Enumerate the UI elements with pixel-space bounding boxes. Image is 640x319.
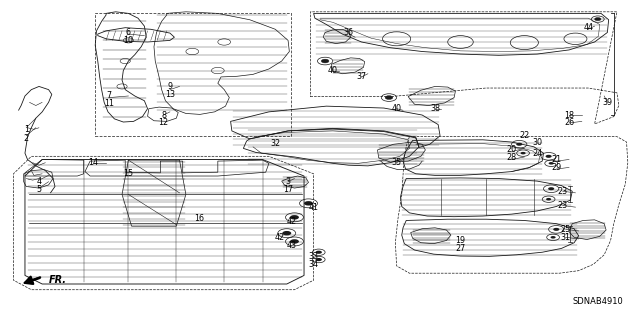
Text: 21: 21 xyxy=(551,155,561,164)
Text: 12: 12 xyxy=(159,118,168,128)
Circle shape xyxy=(546,198,551,200)
Text: 35: 35 xyxy=(392,158,402,167)
Text: 1: 1 xyxy=(24,125,29,134)
Text: 31: 31 xyxy=(561,233,571,242)
Text: 11: 11 xyxy=(104,100,115,108)
Text: 40: 40 xyxy=(392,104,402,113)
Text: 41: 41 xyxy=(308,203,319,211)
Circle shape xyxy=(595,18,601,21)
Circle shape xyxy=(545,155,552,158)
Circle shape xyxy=(548,162,554,165)
Text: 19: 19 xyxy=(456,236,465,245)
Text: 28: 28 xyxy=(506,153,516,162)
Text: 29: 29 xyxy=(551,163,561,172)
Circle shape xyxy=(290,215,299,219)
Text: 38: 38 xyxy=(430,104,440,113)
Circle shape xyxy=(304,201,313,205)
Text: 7: 7 xyxy=(107,92,112,100)
Circle shape xyxy=(385,96,393,100)
Text: 42: 42 xyxy=(275,233,285,242)
Text: SDNAB4910: SDNAB4910 xyxy=(573,297,623,306)
Circle shape xyxy=(550,236,556,239)
Text: 10: 10 xyxy=(124,36,133,45)
Text: 2: 2 xyxy=(24,134,29,143)
Circle shape xyxy=(548,187,554,190)
Text: 23: 23 xyxy=(557,201,568,210)
Text: 5: 5 xyxy=(36,185,42,194)
Text: 14: 14 xyxy=(88,158,99,167)
Text: 37: 37 xyxy=(356,72,367,81)
Circle shape xyxy=(321,59,329,63)
Text: 17: 17 xyxy=(283,185,293,194)
Text: 18: 18 xyxy=(564,111,574,120)
Text: 20: 20 xyxy=(506,145,516,154)
Circle shape xyxy=(553,228,559,231)
Text: 23: 23 xyxy=(557,187,568,196)
Text: 30: 30 xyxy=(532,137,542,146)
Text: 22: 22 xyxy=(519,131,529,140)
Text: 9: 9 xyxy=(168,82,173,91)
Text: 3: 3 xyxy=(285,177,291,186)
Circle shape xyxy=(316,258,322,261)
Text: 42: 42 xyxy=(286,217,296,226)
Text: 25: 25 xyxy=(561,225,571,234)
Text: 16: 16 xyxy=(194,214,204,223)
Circle shape xyxy=(290,239,299,244)
Text: 32: 32 xyxy=(270,139,280,148)
Text: 33: 33 xyxy=(308,252,319,261)
Text: 27: 27 xyxy=(456,244,466,253)
Circle shape xyxy=(316,251,322,254)
Text: 43: 43 xyxy=(286,241,296,250)
Text: 4: 4 xyxy=(36,177,42,186)
Text: 24: 24 xyxy=(532,149,542,158)
Circle shape xyxy=(520,152,525,154)
Text: 40: 40 xyxy=(328,66,338,75)
Text: 15: 15 xyxy=(124,169,134,178)
Text: 44: 44 xyxy=(583,23,593,32)
Text: 39: 39 xyxy=(602,98,612,107)
Circle shape xyxy=(282,231,291,235)
Circle shape xyxy=(516,143,522,146)
Text: 34: 34 xyxy=(308,260,319,269)
Text: 8: 8 xyxy=(161,111,166,120)
Text: 13: 13 xyxy=(165,90,175,99)
Text: 6: 6 xyxy=(126,28,131,37)
Text: 26: 26 xyxy=(564,118,574,128)
Text: FR.: FR. xyxy=(49,275,67,285)
Text: 36: 36 xyxy=(344,28,354,37)
